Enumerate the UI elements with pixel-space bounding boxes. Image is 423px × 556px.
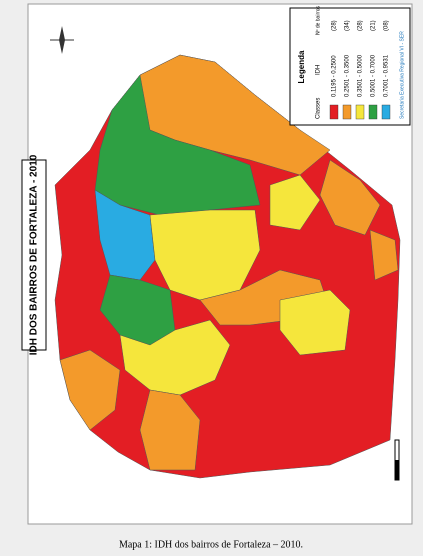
legend-source: Secretaria Executiva Regional VI - SER bbox=[399, 31, 405, 119]
region bbox=[269, 174, 321, 231]
north-arrow bbox=[50, 26, 74, 54]
caption: Mapa 1: IDH dos bairros de Fortaleza – 2… bbox=[119, 539, 303, 550]
legend-range: 0.7001 - 0.9531 bbox=[384, 54, 390, 97]
legend-swatch bbox=[381, 104, 391, 120]
legend-swatch bbox=[368, 104, 378, 120]
legend-range: 0.1195 - 0.2500 bbox=[332, 55, 338, 97]
map-regions bbox=[54, 54, 401, 479]
title-frame bbox=[21, 159, 47, 351]
legend-title: Legenda bbox=[297, 50, 306, 83]
map-title: IDH DOS BAIRROS DE FORTALEZA - 2010 bbox=[29, 154, 40, 355]
legend-count: (08) bbox=[384, 20, 390, 31]
region bbox=[119, 319, 231, 396]
region bbox=[139, 389, 201, 471]
legend-header: Classes bbox=[316, 98, 322, 119]
legend-frame bbox=[289, 7, 411, 126]
legend-count: (28) bbox=[332, 20, 338, 31]
region bbox=[94, 189, 156, 281]
legend-range: 0.3501 - 0.5000 bbox=[358, 54, 364, 97]
legend: Legenda Classes IDH Nº de bairros Secret… bbox=[289, 5, 411, 126]
legend-header: IDH bbox=[316, 65, 322, 75]
region bbox=[59, 349, 121, 431]
region bbox=[369, 229, 399, 281]
legend-range: 0.2501 - 0.3500 bbox=[345, 54, 351, 97]
legend-swatch bbox=[355, 104, 365, 120]
scale-bar bbox=[394, 439, 400, 481]
legend-range: 0.5001 - 0.7000 bbox=[371, 54, 377, 97]
legend-swatch bbox=[342, 104, 352, 120]
legend-count: (21) bbox=[371, 20, 377, 31]
legend-count: (34) bbox=[345, 20, 351, 31]
title-box: IDH DOS BAIRROS DE FORTALEZA - 2010 bbox=[21, 154, 47, 355]
region bbox=[319, 159, 381, 236]
region bbox=[279, 289, 351, 356]
legend-swatch bbox=[329, 104, 339, 120]
legend-count: (28) bbox=[358, 20, 364, 31]
legend-header: Nº de bairros bbox=[315, 5, 321, 35]
